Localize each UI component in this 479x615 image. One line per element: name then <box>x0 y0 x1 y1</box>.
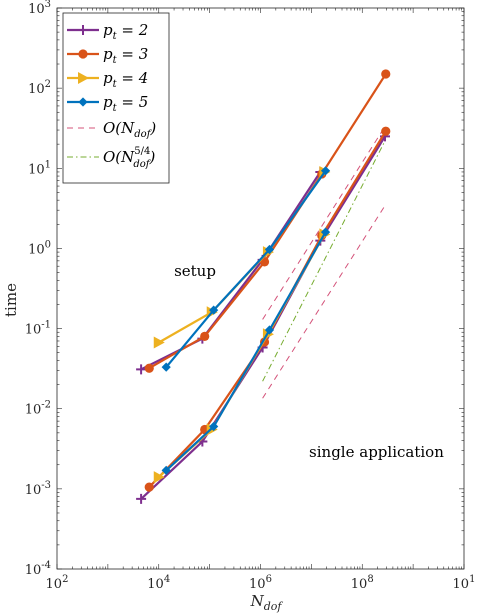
annotation: single application <box>309 443 444 461</box>
y-tick-label: 10-3 <box>25 480 51 498</box>
data-point <box>264 325 275 335</box>
data-point <box>209 421 219 432</box>
data-point <box>320 227 331 237</box>
data-point <box>78 97 88 107</box>
y-tick-label: 100 <box>28 239 51 257</box>
reference-line <box>262 127 385 320</box>
y-tick-label: 102 <box>28 79 51 97</box>
legend-label: O(N5/4 dof) <box>103 146 156 170</box>
annotations: setup single application <box>174 262 444 461</box>
data-point <box>381 126 391 136</box>
x-tick-label: 108 <box>351 574 374 592</box>
data-point <box>136 493 147 504</box>
reference-line <box>262 206 385 399</box>
data-point <box>153 336 165 349</box>
reference-line <box>262 142 385 382</box>
data-point <box>209 305 219 315</box>
legend-label: O(Ndof) <box>103 119 156 140</box>
x-axis-label: Ndof <box>250 592 284 613</box>
data-point <box>264 244 275 255</box>
reference-lines <box>262 127 385 399</box>
data-point <box>161 362 171 372</box>
legend-label: pt = 3 <box>103 45 148 66</box>
x-tick-label: 101 <box>453 574 476 592</box>
data-series <box>136 69 391 504</box>
axis-ticks: 102 104 106 108 101 10-4 10-3 10-2 10-1 100 101 102… <box>25 0 476 592</box>
y-tick-label: 10-1 <box>25 320 51 338</box>
data-point <box>144 363 154 373</box>
legend-label: pt = 4 <box>103 69 148 90</box>
legend-label: pt = 2 <box>103 21 148 42</box>
y-tick-label: 103 <box>28 0 51 17</box>
legend-label: pt = 5 <box>103 93 148 114</box>
y-tick-label: 101 <box>28 159 51 177</box>
y-tick-label: 10-2 <box>25 400 51 418</box>
y-tick-label: 10-4 <box>25 560 51 578</box>
data-point <box>78 49 88 59</box>
data-point <box>136 364 147 375</box>
series-line <box>165 231 327 472</box>
data-point <box>381 69 391 79</box>
data-point <box>153 471 165 484</box>
series-line <box>140 171 322 371</box>
y-axis-label: time <box>2 283 20 317</box>
series-line <box>165 170 327 368</box>
x-tick-label: 102 <box>46 574 69 592</box>
data-point <box>320 166 331 176</box>
data-point <box>144 482 154 492</box>
x-tick-label: 106 <box>249 574 272 592</box>
annotation: setup <box>174 262 216 280</box>
data-point <box>78 25 88 35</box>
x-tick-label: 104 <box>147 574 170 592</box>
legend: pt = 2 pt = 3 pt = 4 pt = 5 O(Ndof) O(N5/4 dof… <box>62 12 170 184</box>
data-point <box>200 331 210 341</box>
data-point <box>161 465 171 475</box>
data-point <box>78 72 89 84</box>
legend-box <box>62 12 170 184</box>
